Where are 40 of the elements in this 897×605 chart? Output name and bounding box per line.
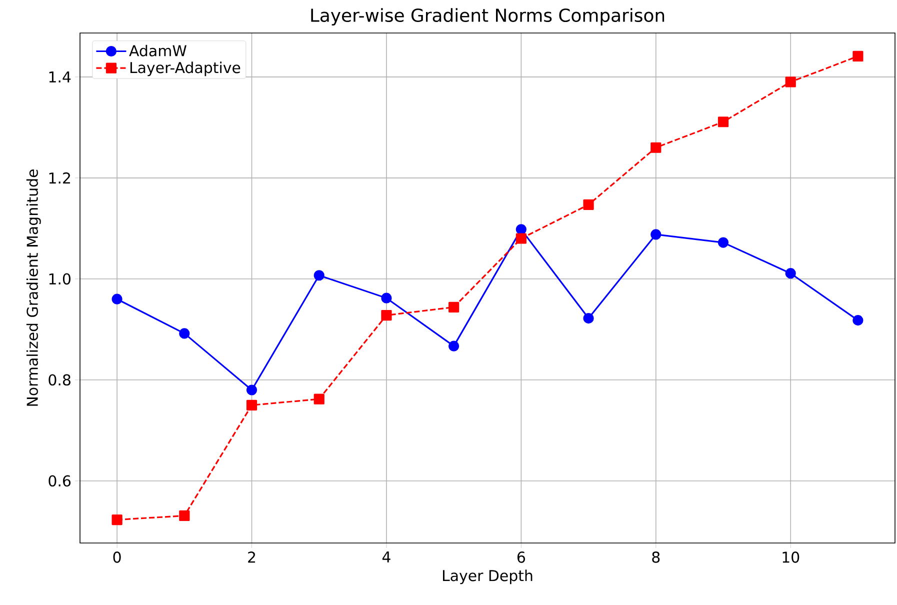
- point: [179, 328, 190, 339]
- y-tick-label: 0.8: [48, 374, 70, 386]
- point: [448, 340, 460, 352]
- x-tick-label: 10: [782, 552, 800, 563]
- point: [448, 302, 460, 312]
- point: [112, 294, 122, 304]
- x-tick-label: 0: [113, 552, 121, 563]
- chart-title: Layer-wise Gradient Norms Comparison: [311, 8, 664, 26]
- point: [583, 312, 594, 324]
- legend-label: Layer-Adaptive: [130, 62, 240, 76]
- point: [314, 394, 324, 404]
- x-tick-label: 6: [517, 552, 525, 563]
- point: [112, 514, 122, 526]
- legend-label: AdamW: [129, 44, 186, 56]
- point: [246, 400, 258, 410]
- point: [852, 50, 864, 62]
- point: [516, 224, 526, 235]
- point: [650, 229, 662, 240]
- point: [785, 268, 796, 279]
- y-tick-label: 1.0: [49, 273, 70, 285]
- point: [179, 510, 190, 522]
- point: [381, 310, 392, 321]
- y-tick-label: 0.6: [48, 475, 71, 487]
- point: [516, 233, 526, 244]
- point: [583, 199, 594, 210]
- y-tick-label: 1.2: [49, 172, 70, 184]
- x-tick-label: 4: [382, 552, 390, 562]
- point: [314, 270, 324, 281]
- x-tick-label: 2: [248, 552, 256, 563]
- point: [650, 142, 662, 153]
- y-tick-label: 1.4: [49, 71, 71, 82]
- y-axis-title: Normalized Gradient Magnitude: [26, 170, 41, 406]
- x-axis-title: Layer Depth: [443, 570, 532, 584]
- point: [852, 315, 864, 326]
- x-tick-label: 8: [652, 552, 660, 563]
- point: [785, 76, 796, 88]
- point: [381, 292, 392, 304]
- point: [246, 384, 258, 396]
- point: [718, 116, 729, 128]
- point: [718, 237, 729, 248]
